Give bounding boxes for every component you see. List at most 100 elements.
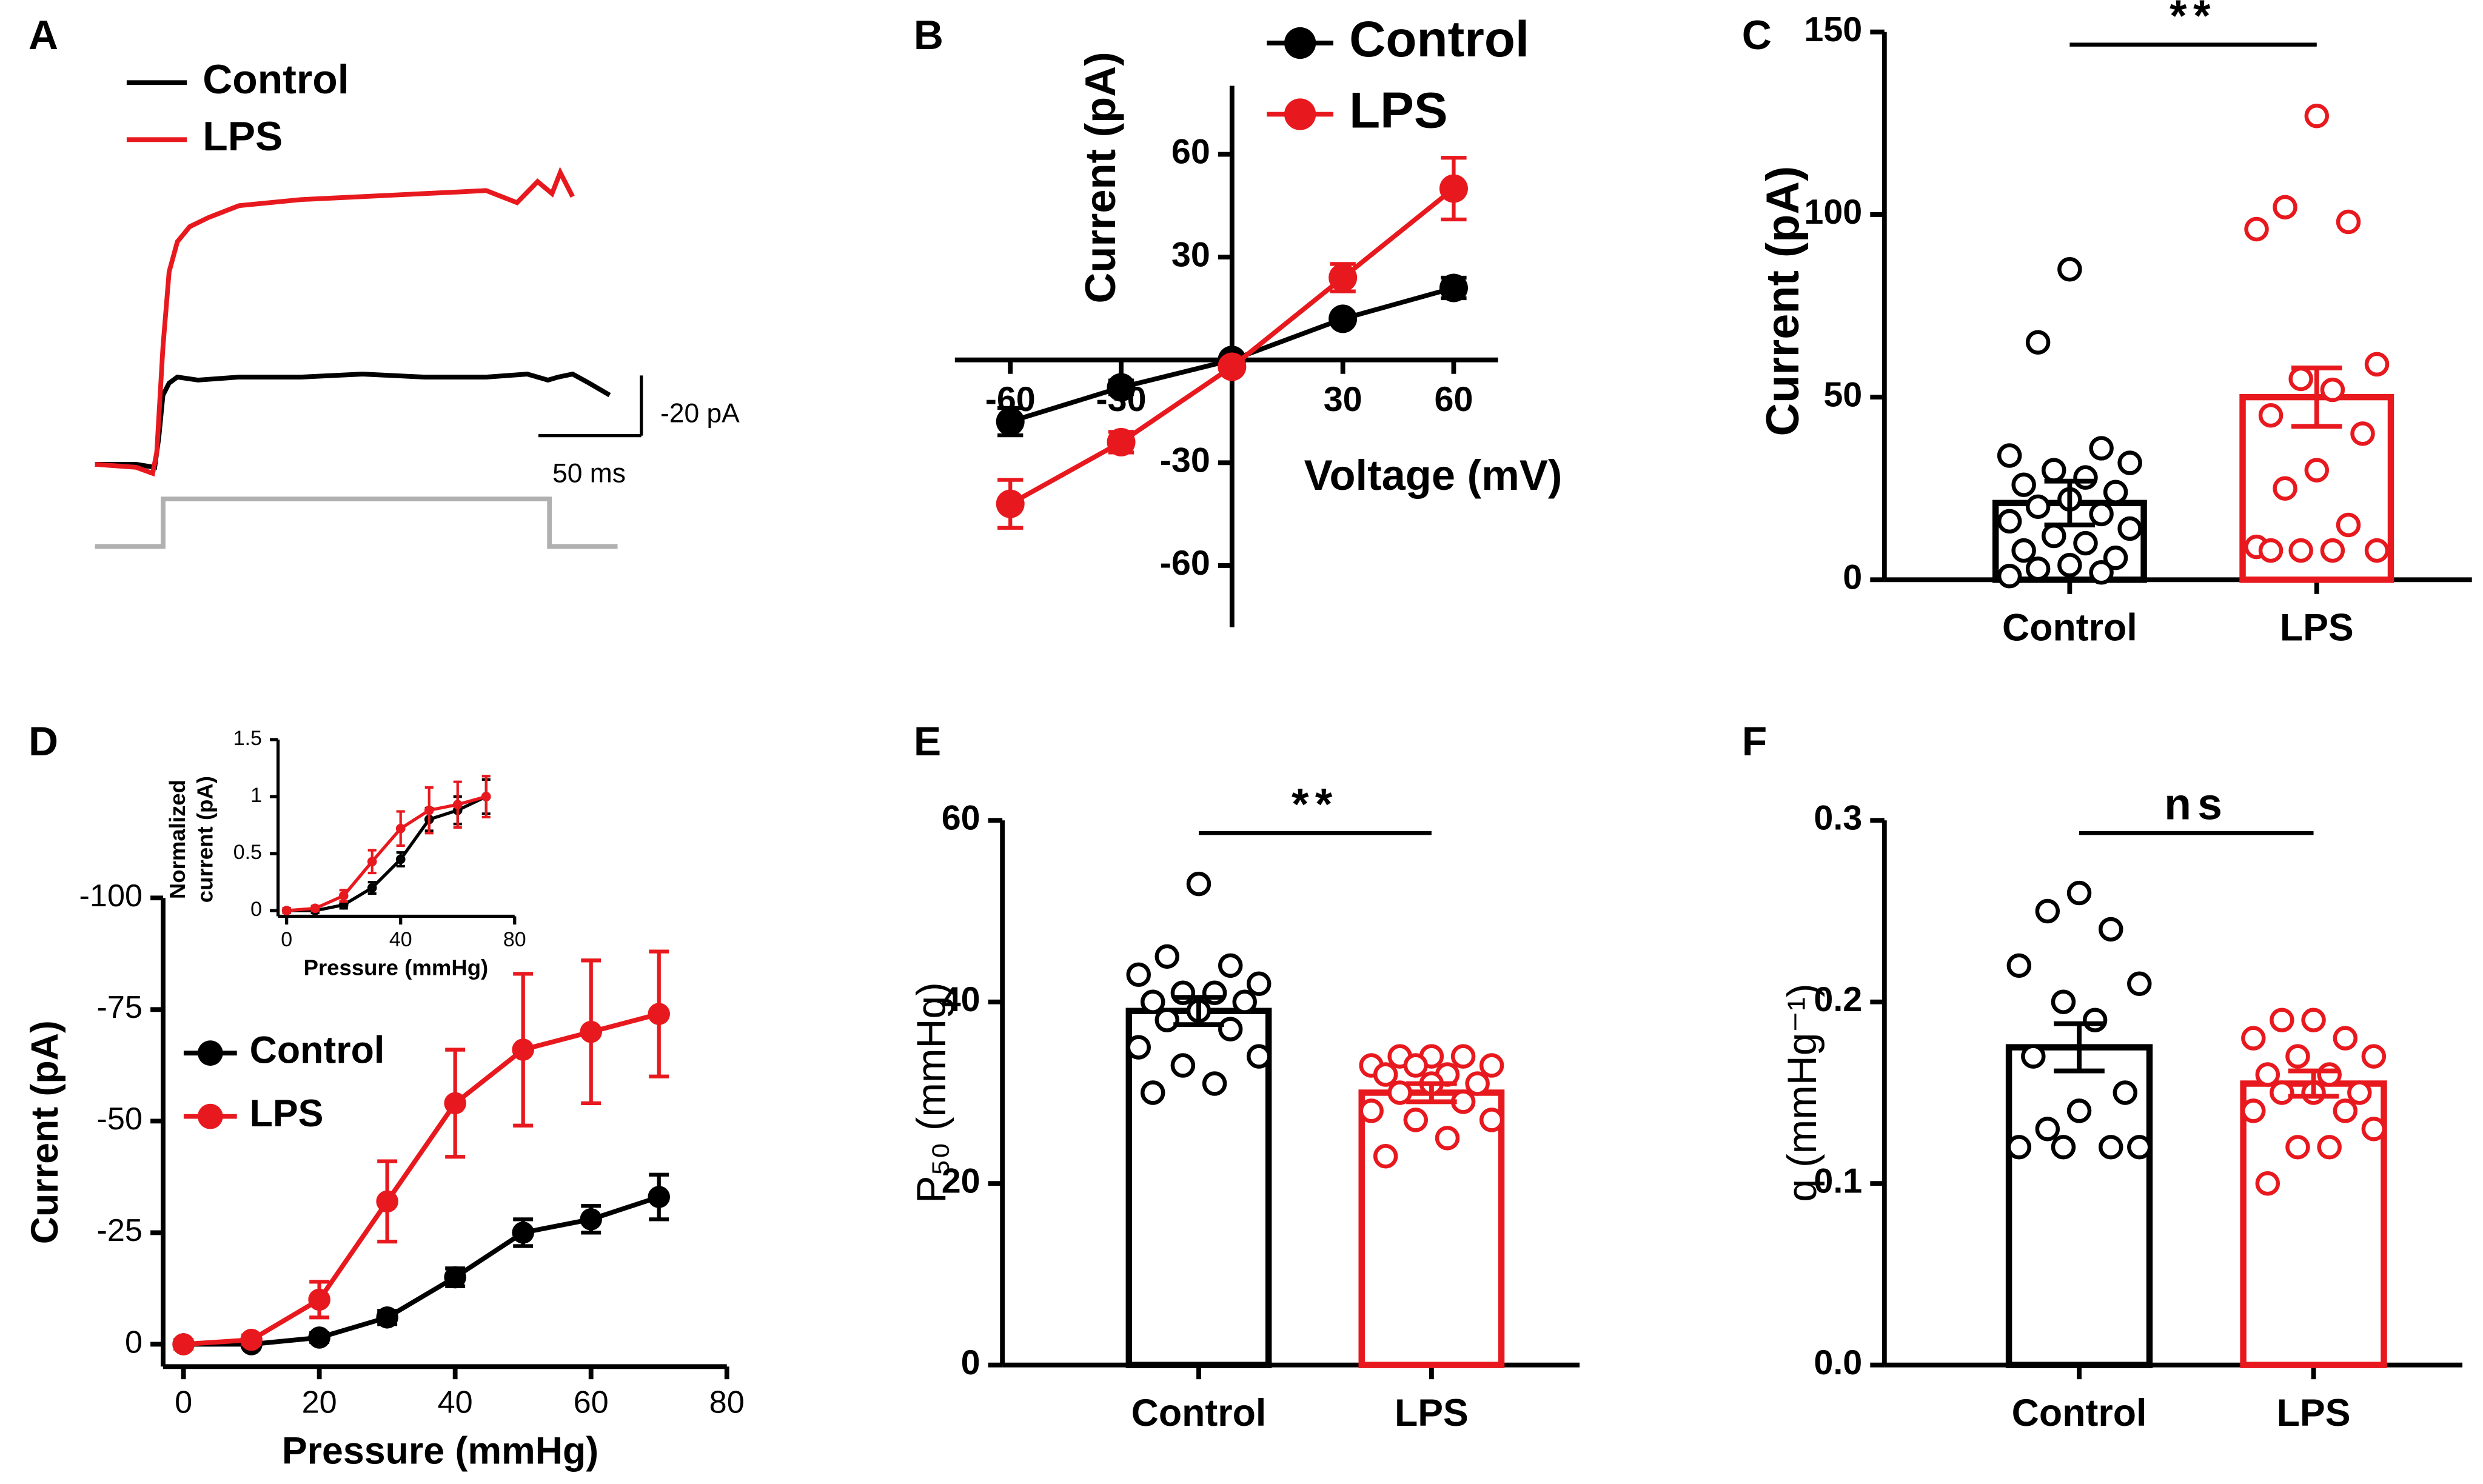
error-bar (2054, 1021, 2105, 1074)
error-bar (2288, 1068, 2339, 1099)
data-point (2089, 560, 2114, 585)
data-point (1439, 273, 1468, 302)
data-point (2364, 352, 2390, 377)
data-point (512, 1222, 534, 1244)
data-point (1465, 1071, 1490, 1096)
data-point (2051, 1135, 2076, 1160)
series-line (183, 1194, 660, 1347)
error-bar (2291, 365, 2342, 429)
y-tick-label: 0.3 (1814, 798, 1862, 837)
y-tick-label: 0.1 (1814, 1161, 1862, 1200)
data-point (1218, 1017, 1243, 1041)
x-tick-label: 0 (175, 1385, 192, 1420)
y-tick-label: 20 (942, 1161, 980, 1200)
data-point (367, 883, 377, 893)
legend-marker (197, 1103, 223, 1129)
data-point (1329, 304, 1358, 333)
data-point (2317, 1135, 2342, 1160)
data-point (2103, 480, 2128, 504)
data-point (2244, 216, 2269, 242)
data-point (2117, 516, 2142, 541)
data-point (367, 857, 377, 867)
data-point (1202, 980, 1227, 1006)
data-point (1246, 1044, 1272, 1069)
data-point (1246, 971, 1272, 997)
y-tick-label: 60 (942, 798, 980, 837)
legend-marker (1284, 98, 1316, 130)
data-point (452, 800, 463, 810)
data-point (2127, 971, 2152, 997)
data-point (648, 1186, 670, 1208)
data-point (2066, 1098, 2092, 1123)
data-point (2241, 1026, 2266, 1051)
data-point (444, 1092, 466, 1115)
legend-label: Control (1349, 10, 1529, 67)
y-tick-label: -30 (1160, 441, 1210, 480)
x-tick-label: LPS (2280, 606, 2354, 649)
y-axis-label: Current (pA) (1076, 52, 1124, 303)
data-point (1107, 427, 1136, 456)
data-point (1997, 509, 2022, 534)
y-tick-label: -25 (97, 1213, 142, 1248)
data-point (1387, 1080, 1412, 1105)
data-point (1107, 373, 1136, 402)
y-tick-label: 0.0 (1814, 1343, 1862, 1382)
y-tick-label: 0 (1843, 558, 1862, 597)
x-tick-label: Control (2012, 1392, 2147, 1434)
data-point (2042, 458, 2066, 483)
data-point (2127, 1135, 2152, 1160)
data-point (2333, 1098, 2358, 1123)
x-axis-label: Voltage (mV) (1304, 451, 1563, 499)
data-point (996, 489, 1025, 518)
significance-label: ** (2170, 0, 2217, 41)
y-axis-label: Normalized (165, 780, 190, 899)
data-point (1403, 1108, 1429, 1132)
data-point (2103, 545, 2128, 570)
data-point (1359, 1098, 1384, 1123)
scale-bar-label: 50 ms (552, 459, 626, 489)
data-point (2113, 1080, 2138, 1105)
data-point (2089, 501, 2114, 527)
x-axis-label: Pressure (mmHg) (304, 955, 489, 980)
data-point (996, 407, 1025, 436)
data-point (580, 1208, 602, 1231)
data-point (2270, 1080, 2294, 1105)
legend-label: Control (250, 1029, 385, 1072)
data-point (1439, 174, 1468, 203)
y-tick-label: -75 (97, 990, 142, 1025)
data-point (2021, 1044, 2046, 1069)
series-line (183, 1011, 660, 1347)
data-point (1997, 564, 2022, 589)
data-point (2364, 538, 2390, 563)
data-point (1218, 953, 1243, 978)
data-point (2288, 538, 2313, 563)
data-point (2317, 1062, 2342, 1087)
data-point (1218, 352, 1247, 381)
data-point (2082, 1008, 2108, 1032)
data-point (240, 1328, 263, 1351)
trace-line (95, 167, 575, 477)
panel-letter: C (1742, 13, 1772, 58)
data-point (2057, 257, 2082, 282)
data-point (2255, 1171, 2280, 1196)
data-point (1435, 1126, 1460, 1151)
y-tick-label: 50 (1823, 375, 1862, 414)
data-point (2025, 556, 2051, 581)
data-point (2117, 450, 2142, 475)
x-tick-label: 40 (389, 928, 412, 951)
data-point (2073, 530, 2098, 556)
data-point (2350, 421, 2375, 446)
y-tick-label: 30 (1171, 235, 1210, 274)
data-point (310, 903, 320, 914)
data-point (2066, 880, 2092, 906)
data-point (1373, 1144, 1398, 1169)
data-point (2285, 1135, 2310, 1160)
data-point (2011, 472, 2036, 497)
data-point (648, 1003, 670, 1025)
stimulus-trace (95, 496, 618, 549)
data-point (1126, 962, 1151, 988)
y-tick-label: -100 (79, 878, 143, 914)
series-line (286, 795, 487, 912)
data-point (481, 792, 491, 801)
